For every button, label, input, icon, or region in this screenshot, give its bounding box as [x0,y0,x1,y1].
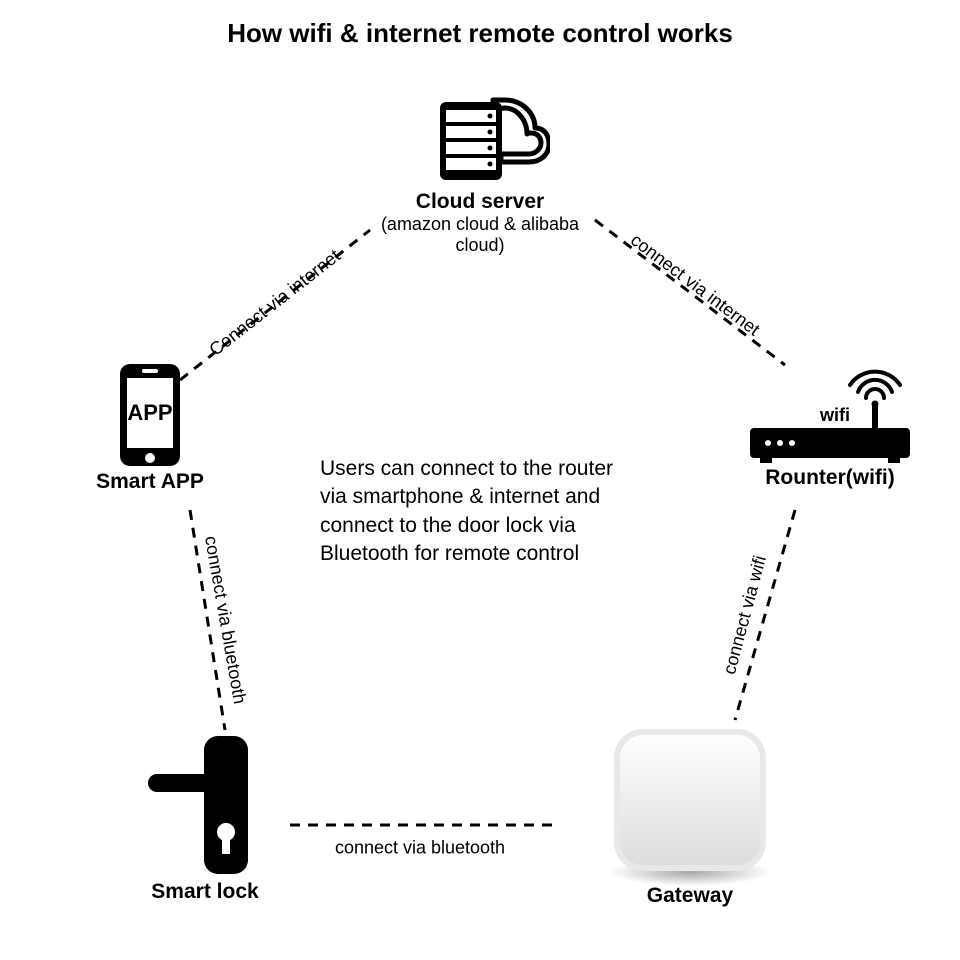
node-cloud: Cloud server (amazon cloud & alibaba clo… [380,80,580,256]
node-router: wifi Rounter(wifi) [730,350,930,490]
door-lock-icon [140,730,270,880]
edge-label-lock-gateway: connect via bluetooth [335,838,505,859]
lock-label: Smart lock [120,880,290,904]
svg-text:APP: APP [127,400,172,425]
cloud-sublabel: (amazon cloud & alibaba cloud) [380,214,580,256]
app-label: Smart APP [70,470,230,494]
cloud-server-icon [410,80,550,190]
gateway-label: Gateway [580,884,800,908]
router-label: Rounter(wifi) [730,466,930,490]
smartphone-app-icon: APP [100,360,200,470]
node-app: APP Smart APP [70,360,230,494]
cloud-label: Cloud server [380,190,580,214]
node-lock: Smart lock [120,730,290,904]
wifi-label: wifi [820,405,850,426]
node-gateway: Gateway [580,720,800,908]
gateway-icon [595,720,785,890]
center-description: Users can connect to the router via smar… [320,455,640,568]
